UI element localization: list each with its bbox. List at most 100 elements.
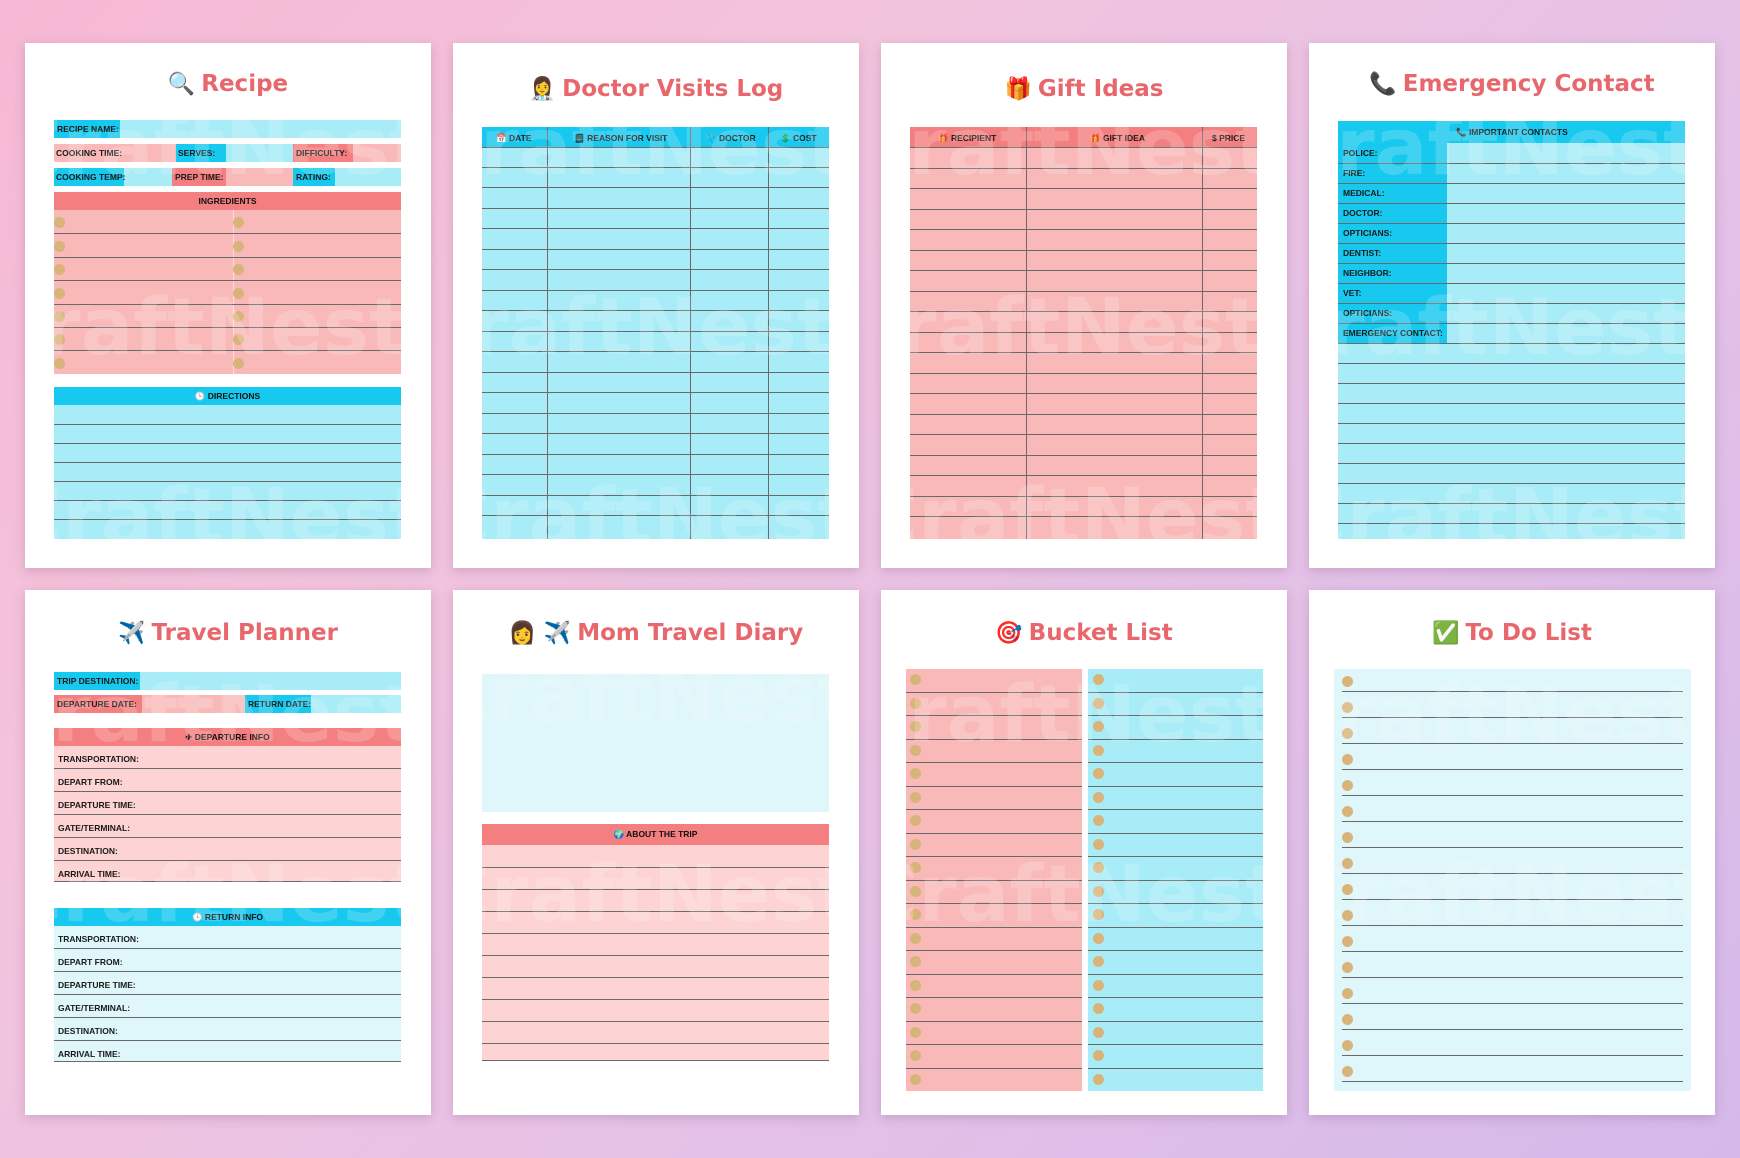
bullet-icon (1342, 702, 1353, 713)
prep-time-label: PREP TIME: (175, 172, 224, 182)
bullet-icon (1342, 754, 1353, 765)
bucket-list-page: 🎯 Bucket List (881, 590, 1287, 1115)
directions-label: 🕒 DIRECTIONS (194, 390, 261, 401)
cooking-time-row: COOKING TIME: SERVES: DIFFICULTY: (54, 144, 401, 162)
departure-info-table: TRANSPORTATION: DEPART FROM: DEPARTURE T… (54, 746, 401, 882)
bullet-icon (1093, 721, 1104, 732)
gift-icon: 🎁 (1004, 77, 1032, 102)
phone-icon: 📞 (1369, 72, 1397, 97)
bullet-icon (910, 933, 921, 944)
bullet-icon (910, 862, 921, 873)
contact-label-opticians: OPTICIANS: (1343, 228, 1393, 238)
travel-diary-page: 👩 ✈️Mom Travel Diary 🌍 ABOUT THE TRIP Cr… (453, 590, 859, 1115)
ingredients-header: INGREDIENTS (54, 192, 401, 210)
bullet-icon (1342, 780, 1353, 791)
recipe-page: 🔍 Recipe RECIPE NAME: COOKING TIME: SERVE… (25, 43, 431, 568)
ret-arrival-time: ARRIVAL TIME: (58, 1049, 121, 1059)
bullet-icon (1093, 745, 1104, 756)
gift-ideas-page: 🎁 Gift Ideas 🎁 RECIPIENT 🎁 GIFT IDEA $ PR… (881, 43, 1287, 568)
ret-departure-time: DEPARTURE TIME: (58, 980, 136, 990)
col-doctor: 🩺 DOCTOR (706, 133, 756, 143)
return-date-label: RETURN DATE: (248, 699, 312, 709)
departure-info-label: ✈ DEPARTURE INFO (185, 731, 270, 742)
bullet-icon (1342, 1040, 1353, 1051)
trip-destination-label: TRIP DESTINATION: (57, 676, 139, 686)
col-gift-idea: 🎁 GIFT IDEA (1090, 133, 1145, 143)
contact-label-neighbor: NEIGHBOR: (1343, 268, 1392, 278)
bullet-icon (54, 264, 65, 275)
col-date: 📅 DATE (496, 133, 532, 143)
about-trip-label: 🌍 ABOUT THE TRIP (613, 829, 698, 839)
bullet-icon (1093, 674, 1104, 685)
bullet-icon (910, 1074, 921, 1085)
bullet-icon (1093, 1050, 1104, 1061)
recipe-name-label: RECIPE NAME: (57, 124, 119, 134)
ret-destination: DESTINATION: (58, 1026, 118, 1036)
bucket-list-title: 🎯 Bucket List (995, 620, 1173, 646)
directions-area (54, 405, 401, 539)
gift-ideas-title: 🎁 Gift Ideas (1004, 76, 1164, 102)
gift-table: 🎁 RECIPIENT 🎁 GIFT IDEA $ PRICE (910, 127, 1257, 539)
doctor-table: 📅 DATE 🗒 REASON FOR VISIT 🩺 DOCTOR 💲 COS… (482, 127, 829, 539)
trip-destination-row: TRIP DESTINATION: (54, 672, 401, 690)
bullet-icon (233, 264, 244, 275)
contact-label-emergency: EMERGENCY CONTACT: (1343, 328, 1443, 338)
cooking-time-label: COOKING TIME: (56, 148, 123, 158)
difficulty-label: DIFFICULTY: (296, 148, 348, 158)
bucket-list-right (1088, 669, 1263, 1091)
bullet-icon (910, 792, 921, 803)
contact-label-dentist: DENTIST: (1343, 248, 1382, 258)
target-icon: 🎯 (995, 621, 1023, 646)
airplane-icon: ✈️ (118, 621, 146, 646)
contact-label-vet: VET: (1343, 288, 1362, 298)
bullet-icon (1093, 1003, 1104, 1014)
col-recipient: 🎁 RECIPIENT (938, 133, 997, 143)
bullet-icon (54, 288, 65, 299)
bullet-icon (910, 745, 921, 756)
bullet-icon (1093, 980, 1104, 991)
dep-transportation: TRANSPORTATION: (58, 754, 139, 764)
todo-list-title: ✅ To Do List (1432, 620, 1592, 646)
bullet-icon (1093, 768, 1104, 779)
bullet-icon (1342, 806, 1353, 817)
travel-planner-page: ✈️ Travel Planner TRIP DESTINATION: DEPAR… (25, 590, 431, 1115)
bullet-icon (1093, 839, 1104, 850)
bullet-icon (910, 1027, 921, 1038)
bullet-icon (233, 288, 244, 299)
return-info-header: 🕒 RETURN INFO (54, 908, 401, 926)
ingredients-label: INGREDIENTS (198, 196, 257, 206)
contact-label-medical: MEDICAL: (1343, 188, 1385, 198)
bullet-icon (1093, 815, 1104, 826)
bullet-icon (233, 217, 244, 228)
ret-transportation: TRANSPORTATION: (58, 934, 139, 944)
emergency-contact-title: 📞 Emergency Contact (1369, 71, 1655, 97)
bullet-icon (54, 334, 65, 345)
bullet-icon (1093, 1027, 1104, 1038)
bullet-icon (233, 311, 244, 322)
cooking-temp-row: COOKING TEMP: PREP TIME: RATING: (54, 168, 401, 186)
dep-arrival-time: ARRIVAL TIME: (58, 869, 121, 879)
contacts-table: 📞 IMPORTANT CONTACTS POLICE: FIRE: MEDIC… (1338, 121, 1685, 539)
bullet-icon (54, 311, 65, 322)
ingredients-area (54, 210, 401, 374)
bullet-icon (1342, 858, 1353, 869)
bullet-icon (1093, 933, 1104, 944)
ret-gate-terminal: GATE/TERMINAL: (58, 1003, 131, 1013)
recipe-title: 🔍 Recipe (167, 71, 289, 97)
contact-label-fire: FIRE: (1343, 168, 1366, 178)
todo-list-area (1334, 669, 1691, 1091)
bullet-icon (910, 1050, 921, 1061)
bullet-icon (910, 721, 921, 732)
bullet-icon (1093, 909, 1104, 920)
col-cost: 💲 COST (780, 133, 817, 143)
bullet-icon (1342, 832, 1353, 843)
about-trip-header: 🌍 ABOUT THE TRIP (482, 824, 829, 845)
directions-header: 🕒 DIRECTIONS (54, 387, 401, 405)
emergency-contact-page: 📞 Emergency Contact 📞 IMPORTANT CONTACTS … (1309, 43, 1715, 568)
bullet-icon (233, 358, 244, 369)
bullet-icon (54, 358, 65, 369)
bullet-icon (910, 909, 921, 920)
recipe-name-row: RECIPE NAME: (54, 120, 401, 138)
bullet-icon (1342, 936, 1353, 947)
return-info-label: 🕒 RETURN INFO (191, 911, 264, 922)
